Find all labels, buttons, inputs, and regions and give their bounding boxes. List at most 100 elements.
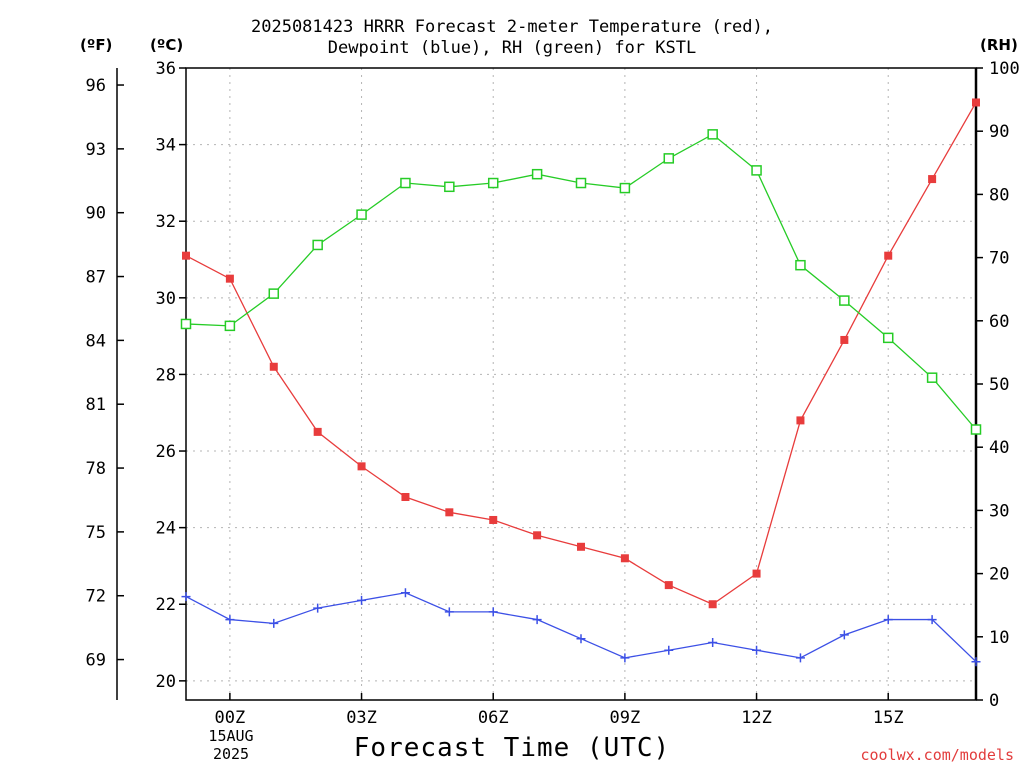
y-tick-label-rh: 90	[989, 122, 1009, 142]
data-point-dewpoint	[664, 645, 674, 655]
data-point-temperature	[269, 362, 278, 371]
data-point-rh	[444, 181, 455, 193]
data-point-temperature	[577, 542, 585, 551]
data-point-dewpoint	[357, 595, 367, 605]
data-point-temperature	[182, 251, 190, 260]
y-tick-label-rh: 100	[989, 59, 1020, 79]
y-tick-label-rh: 70	[989, 249, 1009, 269]
series	[180, 98, 982, 667]
data-point-rh	[619, 182, 631, 194]
y-tick-label-fahrenheit: 96	[86, 76, 106, 96]
y-tick-label-celsius: 22	[156, 595, 176, 615]
series-temperature	[182, 98, 980, 609]
axes: 20 22 24 26 28 30 32 34 36 69 72 75 78 81 84 87 90 93 96 0 1…	[86, 59, 1020, 728]
y-tick-label-celsius: 20	[156, 672, 176, 692]
data-point-temperature	[401, 492, 410, 501]
x-axis-title: Forecast Time (UTC)	[353, 733, 671, 763]
x-tick-label: 12Z	[741, 708, 772, 728]
data-point-rh	[882, 332, 894, 344]
y-tick-label-celsius: 30	[156, 289, 176, 309]
y-tick-label-rh: 20	[989, 565, 1009, 585]
y-tick-label-rh: 60	[989, 312, 1009, 332]
data-point-rh	[575, 177, 587, 189]
series-line-dewpoint	[185, 592, 977, 663]
y-tick-label-fahrenheit: 93	[86, 140, 106, 160]
chart-title-line-2: Dewpoint (blue), RH (green) for KSTL	[327, 38, 697, 58]
series-rh	[180, 129, 982, 435]
x-date-label-day: 15AUG	[208, 727, 253, 745]
data-point-dewpoint	[532, 615, 542, 625]
y-tick-label-fahrenheit: 87	[86, 268, 106, 288]
y-tick-label-celsius: 32	[156, 212, 176, 232]
data-point-rh	[487, 177, 499, 189]
y-tick-label-rh: 80	[989, 185, 1009, 205]
data-point-dewpoint	[444, 607, 454, 617]
x-tick-label: 15Z	[873, 708, 904, 728]
data-point-temperature	[928, 175, 937, 184]
y-tick-label-celsius: 36	[156, 59, 176, 79]
data-point-temperature	[533, 531, 542, 540]
y-tick-label-fahrenheit: 75	[86, 523, 106, 543]
data-point-rh	[795, 259, 806, 271]
data-point-dewpoint	[883, 615, 893, 625]
data-point-rh	[312, 239, 323, 251]
data-point-dewpoint	[620, 653, 630, 663]
data-point-rh	[180, 318, 192, 330]
rh-unit-label: (RH)	[980, 36, 1018, 54]
data-point-rh	[400, 177, 411, 189]
data-point-rh	[926, 372, 938, 383]
data-point-temperature	[445, 508, 454, 517]
data-point-dewpoint	[795, 653, 805, 663]
data-point-temperature	[752, 569, 761, 578]
y-tick-label-rh: 10	[989, 628, 1009, 648]
data-point-rh	[531, 168, 543, 180]
data-point-rh	[707, 129, 718, 140]
data-point-dewpoint	[400, 588, 410, 598]
y-tick-label-celsius: 28	[156, 365, 176, 385]
data-point-dewpoint	[927, 615, 937, 625]
data-point-temperature	[357, 462, 366, 471]
series-dewpoint	[181, 588, 981, 667]
celsius-unit-label: (ºC)	[150, 36, 184, 54]
data-point-dewpoint	[708, 638, 718, 648]
data-point-rh	[356, 209, 367, 220]
data-point-temperature	[620, 554, 629, 563]
data-point-dewpoint	[313, 603, 323, 613]
data-point-dewpoint	[488, 607, 498, 617]
y-tick-label-fahrenheit: 84	[86, 331, 106, 351]
data-point-rh	[268, 288, 280, 299]
x-tick-label: 00Z	[215, 708, 246, 728]
x-tick-label: 06Z	[478, 708, 509, 728]
y-tick-label-rh: 0	[989, 691, 999, 711]
data-point-dewpoint	[269, 618, 279, 628]
x-tick-label: 03Z	[346, 708, 377, 728]
y-tick-label-celsius: 24	[156, 519, 176, 539]
data-point-temperature	[708, 600, 717, 609]
data-point-dewpoint	[839, 630, 849, 640]
fahrenheit-unit-label: (ºF)	[80, 36, 113, 54]
data-point-temperature	[972, 98, 980, 107]
y-tick-label-rh: 50	[989, 375, 1009, 395]
y-tick-label-rh: 30	[989, 501, 1009, 521]
y-tick-label-rh: 40	[989, 438, 1009, 458]
data-point-rh	[224, 320, 236, 332]
plot-frame	[185, 67, 977, 701]
y-tick-label-celsius: 26	[156, 442, 176, 462]
data-point-dewpoint	[181, 592, 191, 602]
data-point-temperature	[840, 335, 849, 344]
x-date-label-year: 2025	[213, 745, 249, 763]
watermark: coolwx.com/models	[860, 746, 1014, 764]
y-tick-label-fahrenheit: 81	[86, 395, 106, 415]
data-point-rh	[970, 424, 982, 435]
series-line-temperature	[185, 102, 977, 605]
data-point-dewpoint	[225, 615, 235, 625]
data-point-temperature	[796, 416, 805, 425]
data-point-rh	[751, 165, 762, 176]
data-point-temperature	[664, 581, 673, 590]
data-point-temperature	[884, 251, 893, 260]
y-tick-label-fahrenheit: 90	[86, 204, 106, 224]
y-tick-label-celsius: 34	[156, 136, 176, 156]
data-point-dewpoint	[752, 645, 762, 655]
grid	[186, 68, 976, 700]
